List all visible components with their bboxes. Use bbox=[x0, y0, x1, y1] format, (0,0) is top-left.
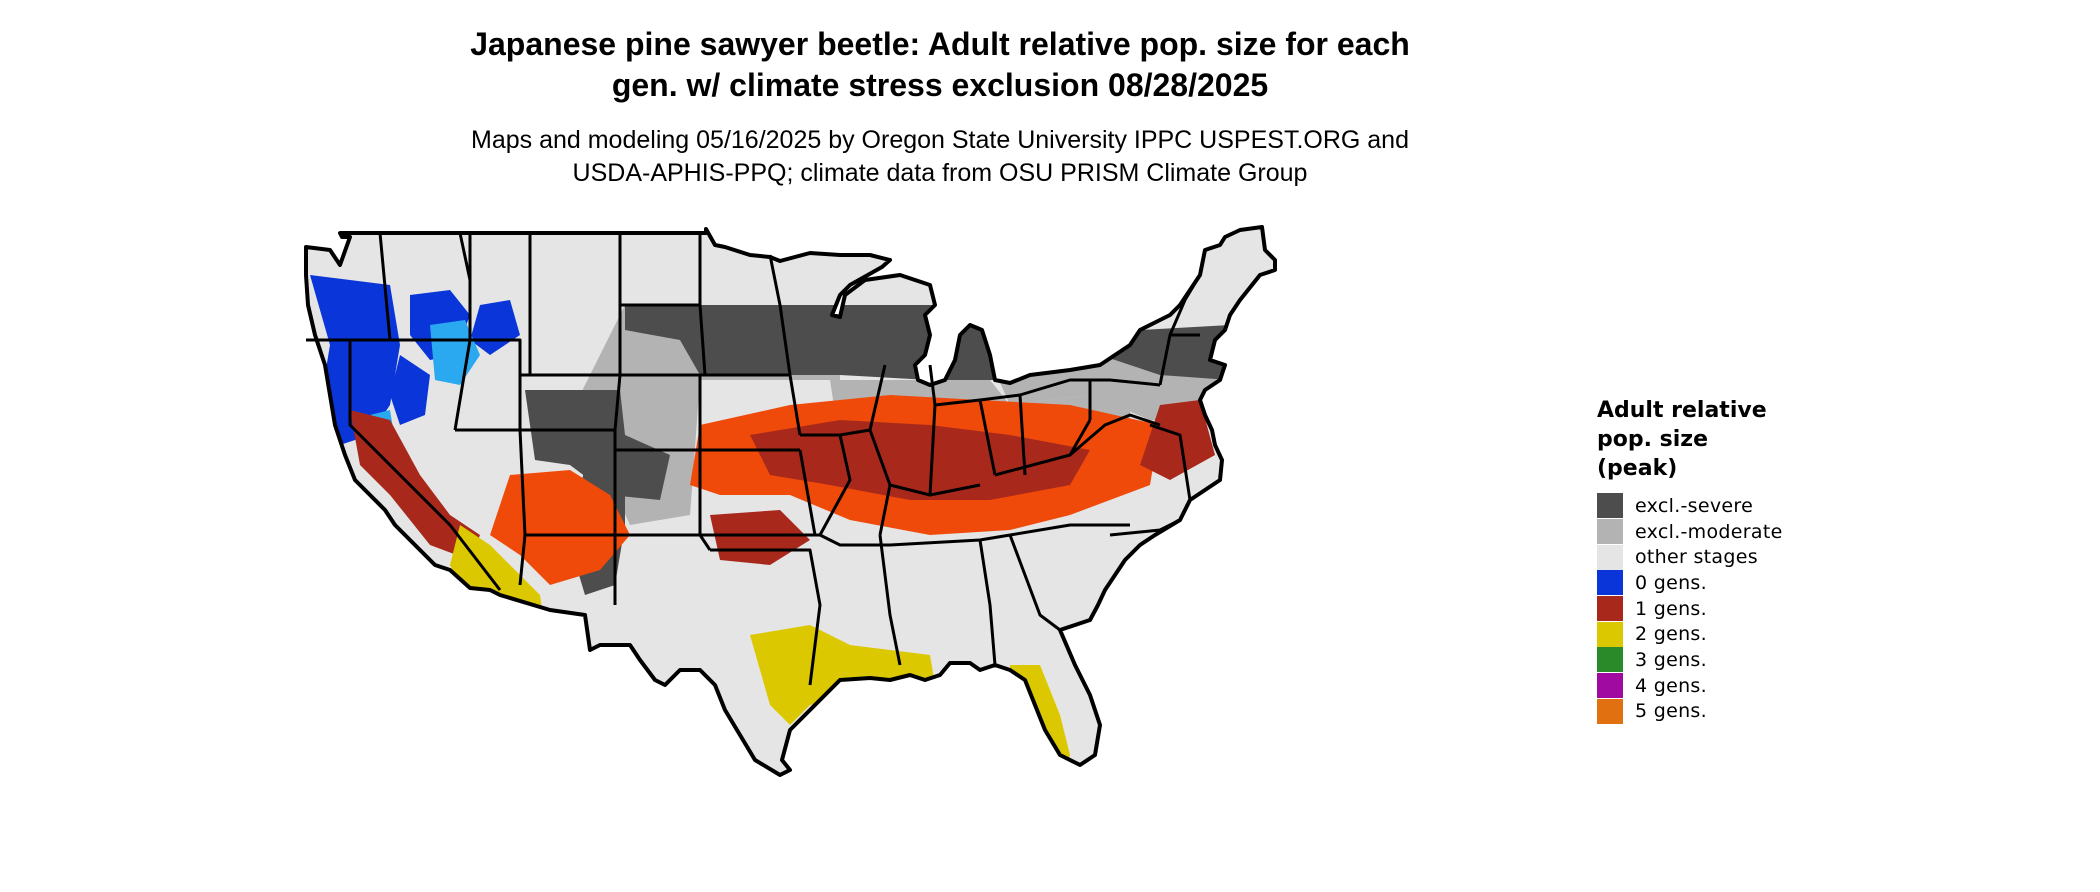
legend-swatch bbox=[1597, 570, 1623, 596]
state-border bbox=[868, 364, 887, 431]
legend-label: excl.-moderate bbox=[1635, 520, 1783, 543]
us-outline bbox=[304, 225, 1277, 777]
state-border bbox=[839, 428, 892, 536]
legend-swatch bbox=[1597, 698, 1623, 724]
legend-item-5-gens: 5 gens. bbox=[1597, 698, 1857, 725]
legend-item-excl-moderate: excl.-moderate bbox=[1597, 519, 1857, 545]
state-border bbox=[819, 533, 890, 547]
legend-item-0-gens: 0 gens. bbox=[1597, 570, 1857, 596]
map-subtitle-line-1: Maps and modeling 05/16/2025 by Oregon S… bbox=[471, 126, 1409, 154]
legend-swatch bbox=[1597, 673, 1623, 699]
legend-label: 3 gens. bbox=[1635, 648, 1707, 671]
legend-swatch bbox=[1597, 621, 1623, 647]
legend-label: other stages bbox=[1635, 546, 1758, 569]
state-border bbox=[1009, 523, 1130, 537]
legend-swatch bbox=[1597, 493, 1623, 519]
state-border bbox=[978, 539, 997, 666]
legend-item-4-gens: 4 gens. bbox=[1597, 673, 1857, 699]
region-excl-severe-maine bbox=[1520, 325, 1570, 400]
map-subtitle: Maps and modeling 05/16/2025 by Oregon S… bbox=[0, 124, 1880, 190]
legend-swatch bbox=[1597, 596, 1623, 622]
region-1-gens-mid-atlantic bbox=[1140, 400, 1215, 480]
state-border bbox=[768, 254, 792, 376]
state-border bbox=[518, 534, 527, 586]
state-border bbox=[1008, 534, 1061, 632]
legend-swatch bbox=[1597, 647, 1623, 673]
legend-label: 2 gens. bbox=[1635, 623, 1707, 646]
legend-swatch bbox=[1597, 519, 1623, 545]
legend-title: Adult relative pop. size (peak) bbox=[1597, 396, 1857, 483]
legend-swatch bbox=[1597, 544, 1623, 570]
region-1-gens-southwest bbox=[490, 470, 630, 585]
legend-title-line-2: pop. size bbox=[1597, 427, 1708, 452]
state-border bbox=[378, 232, 392, 341]
legend-item-1-gens: 1 gens. bbox=[1597, 596, 1857, 622]
state-border bbox=[1149, 423, 1192, 501]
map-title-line-1: Japanese pine sawyer beetle: Adult relat… bbox=[470, 26, 1410, 62]
state-border bbox=[448, 524, 502, 591]
legend-items: excl.-severe excl.-moderate other stages… bbox=[1597, 493, 1857, 724]
map-title: Japanese pine sawyer beetle: Adult relat… bbox=[0, 24, 1880, 106]
map-content bbox=[304, 225, 1570, 777]
region-1-gens-central-dark bbox=[750, 420, 1090, 500]
legend-title-line-3: (peak) bbox=[1597, 456, 1678, 481]
region-excl-severe-wyoming bbox=[525, 390, 670, 500]
map-legend: Adult relative pop. size (peak) excl.-se… bbox=[1597, 396, 1857, 724]
region-0-gens-light bbox=[370, 320, 480, 450]
state-border bbox=[613, 374, 622, 431]
legend-item-2-gens: 2 gens. bbox=[1597, 621, 1857, 647]
legend-item-excl-severe: excl.-severe bbox=[1597, 493, 1857, 519]
region-0-gens-idaho bbox=[390, 290, 520, 425]
region-2-gens-gulf bbox=[750, 625, 935, 725]
map-raster bbox=[310, 275, 1570, 775]
state-border bbox=[1069, 413, 1161, 457]
legend-label: 0 gens. bbox=[1635, 571, 1707, 594]
state-border bbox=[800, 433, 852, 536]
legend-label: 5 gens. bbox=[1635, 700, 1707, 723]
state-border bbox=[878, 534, 902, 666]
state-border bbox=[458, 232, 472, 340]
map-title-line-2: gen. w/ climate stress exclusion 08/28/2… bbox=[611, 67, 1269, 103]
us-map bbox=[304, 225, 1570, 777]
state-border bbox=[470, 338, 522, 430]
legend-label: 4 gens. bbox=[1635, 674, 1707, 697]
state-borders bbox=[306, 232, 1202, 686]
legend-label: excl.-severe bbox=[1635, 494, 1754, 517]
state-border bbox=[710, 548, 822, 686]
us-land bbox=[306, 227, 1275, 775]
legend-item-other-stages: other stages bbox=[1597, 544, 1857, 570]
state-border bbox=[348, 340, 452, 527]
state-border bbox=[798, 449, 817, 536]
map-subtitle-line-2: USDA-APHIS-PPQ; climate data from OSU PR… bbox=[572, 159, 1308, 187]
legend-title-line-1: Adult relative bbox=[1597, 398, 1767, 423]
legend-label: 1 gens. bbox=[1635, 597, 1707, 620]
legend-item-3-gens: 3 gens. bbox=[1597, 647, 1857, 673]
